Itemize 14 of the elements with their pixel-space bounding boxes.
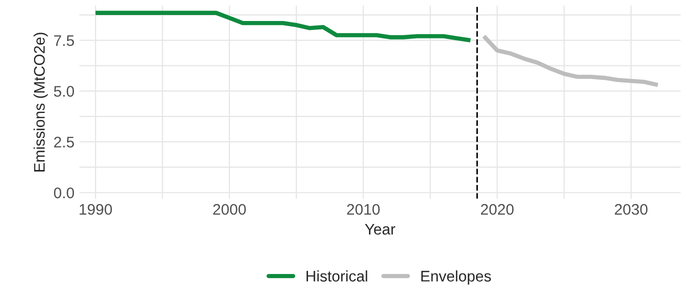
line-series xyxy=(482,34,660,88)
x-tick-label: 1990 xyxy=(80,204,112,215)
x-tick-label: 2010 xyxy=(347,204,380,215)
legend-label: Historical xyxy=(306,270,368,282)
y-tick-label: 7.5 xyxy=(54,35,74,46)
x-axis-title: Year xyxy=(364,224,396,235)
x-tick-label: 2030 xyxy=(614,204,648,215)
legend-label: Envelopes xyxy=(421,270,491,285)
y-tick-label: 5.0 xyxy=(54,86,74,97)
y-tick-label: 0.0 xyxy=(54,187,74,198)
x-tick-label: 2000 xyxy=(213,204,246,215)
x-tick-label: 2020 xyxy=(480,204,514,215)
y-axis-title: Emissions (MtCO2e) xyxy=(34,32,48,172)
y-tick-label: 2.5 xyxy=(54,136,74,148)
